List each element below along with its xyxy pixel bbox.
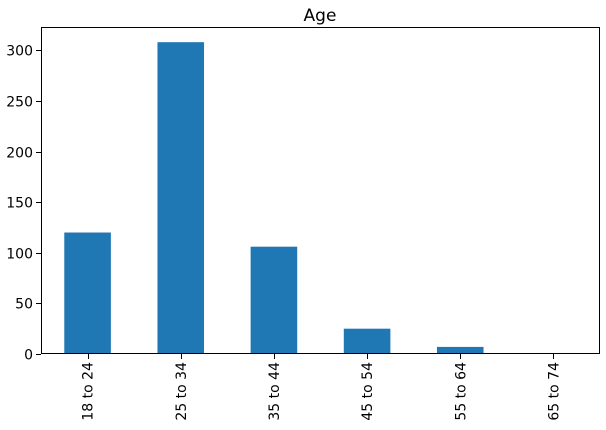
bar-2 — [250, 246, 298, 354]
y-tick-label-4: 200 — [6, 146, 33, 162]
x-tick-label-0: 18 to 24 — [81, 362, 97, 421]
bar-3 — [343, 328, 391, 354]
x-tick-label-5: 65 to 74 — [546, 362, 562, 421]
x-tick-label-2: 35 to 44 — [267, 362, 283, 421]
y-tick-label-0: 0 — [24, 348, 33, 364]
bar-4 — [436, 346, 484, 354]
chart-title: Age — [304, 6, 337, 26]
y-tick-label-6: 300 — [6, 44, 33, 60]
y-axis: 0 50 100 150 200 250 300 — [6, 44, 41, 364]
bar-0 — [64, 232, 111, 354]
x-tick-label-3: 45 to 54 — [360, 362, 376, 421]
y-tick-label-2: 100 — [6, 247, 33, 263]
y-tick-label-3: 150 — [6, 196, 33, 212]
plot-frame — [41, 27, 600, 354]
x-tick-label-4: 55 to 64 — [453, 362, 469, 421]
y-tick-label-1: 50 — [15, 297, 33, 313]
bar-1 — [157, 42, 205, 354]
x-tick-label-1: 25 to 34 — [174, 362, 190, 421]
y-tick-label-5: 250 — [6, 95, 33, 111]
bars — [64, 42, 577, 354]
x-axis: 18 to 24 25 to 34 35 to 44 45 to 54 55 to 64… — [81, 354, 562, 421]
